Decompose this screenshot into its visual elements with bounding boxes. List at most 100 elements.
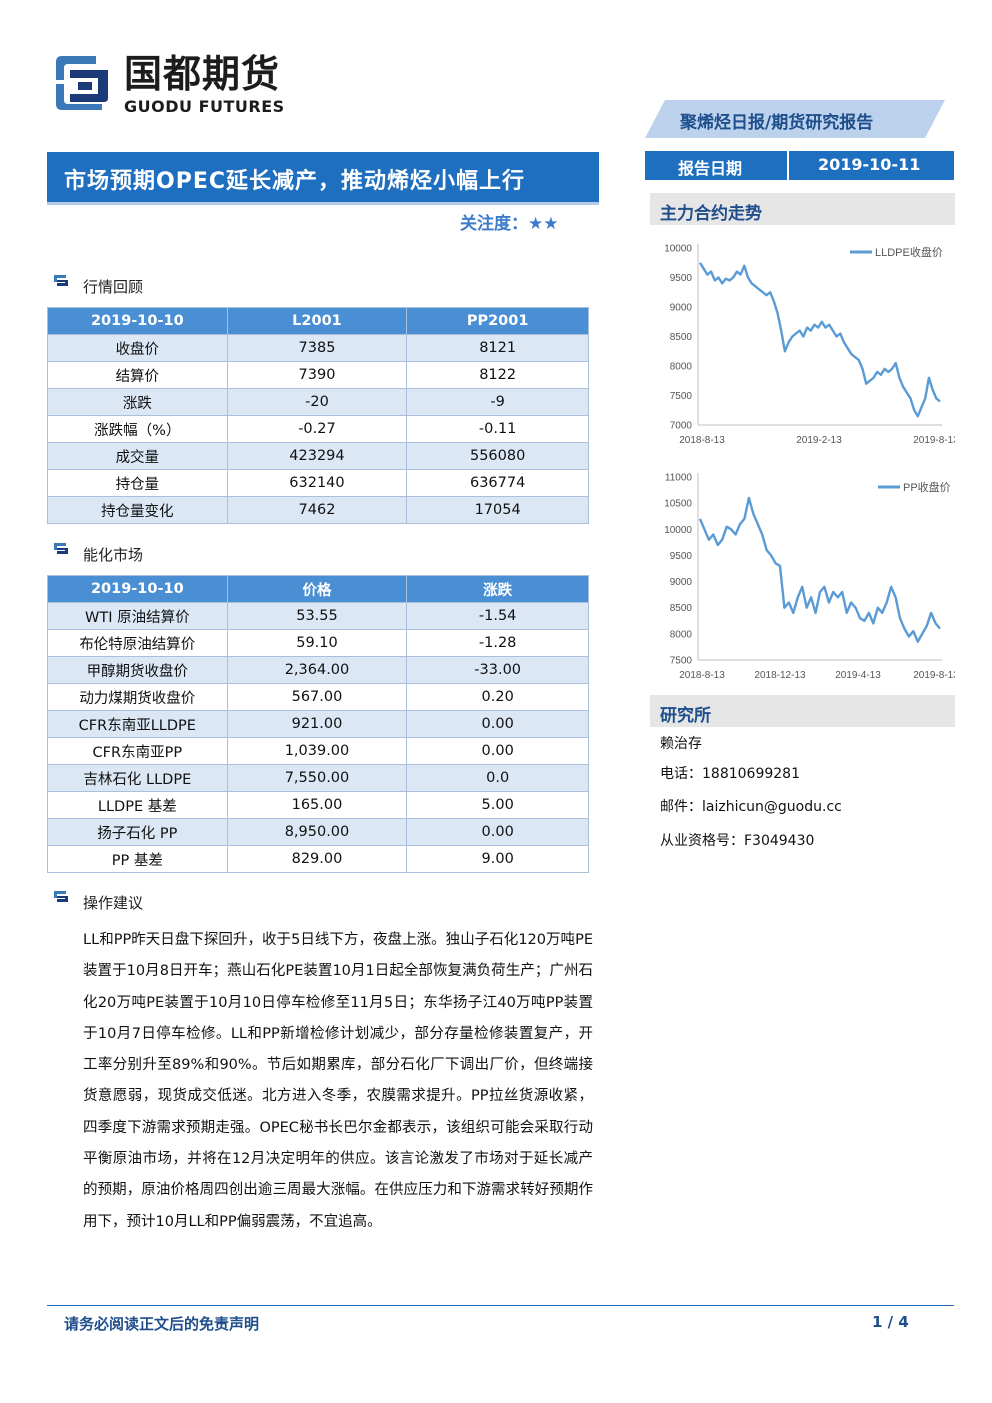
- cell-value: 556080: [406, 442, 589, 470]
- cell-value: 567.00: [226, 683, 408, 711]
- table-row: 成交量 423294 556080: [47, 442, 589, 470]
- cell-value: -9: [406, 388, 589, 416]
- row-label: 成交量: [47, 442, 228, 470]
- y-tick-label: 7500: [670, 391, 693, 402]
- row-label: 收盘价: [47, 334, 228, 362]
- table-row: 涨跌 -20 -9: [47, 388, 589, 416]
- cell-value: 0.00: [406, 737, 589, 765]
- table-row: 吉林石化 LLDPE 7,550.00 0.0: [47, 764, 589, 792]
- chemical-market-table: 2019-10-10 价格 涨跌 WTI 原油结算价 53.55 -1.54 布伦特…: [47, 575, 589, 873]
- cell-value: -20: [226, 388, 408, 416]
- row-label: 持仓量: [47, 469, 228, 497]
- x-tick-label: 2019-4-13: [835, 670, 881, 681]
- section-title-advice: 操作建议: [83, 894, 144, 912]
- attention-rating: 关注度：★★: [460, 214, 559, 234]
- cell-value: 636774: [406, 469, 589, 497]
- y-tick-label: 11000: [665, 473, 693, 484]
- research-section-header: [650, 695, 955, 727]
- section-title-market-review: 行情回顾: [83, 278, 144, 296]
- cell-value: 9.00: [406, 845, 589, 873]
- y-tick-label: 7000: [670, 421, 693, 432]
- analyst-phone: 电话：18810699281: [660, 766, 800, 782]
- cell-value: 0.00: [406, 818, 589, 846]
- cell-value: -33.00: [406, 656, 589, 684]
- analyst-name: 赖治存: [660, 736, 702, 752]
- cell-value: 7390: [226, 361, 408, 389]
- y-tick-label: 10000: [664, 244, 692, 255]
- report-date-label-bg: [645, 151, 787, 180]
- table-row: PP 基差 829.00 9.00: [47, 845, 589, 873]
- cell-value: 7385: [226, 334, 408, 362]
- cell-value: 8122: [406, 361, 589, 389]
- y-tick-label: 8000: [670, 629, 693, 640]
- section-title-chemical-market: 能化市场: [83, 546, 144, 564]
- cell-value: 5.00: [406, 791, 589, 819]
- table-header-row: 2019-10-10 价格 涨跌: [47, 575, 589, 603]
- row-label: WTI 原油结算价: [47, 602, 228, 630]
- y-tick-label: 9500: [670, 273, 693, 284]
- title-bar: [47, 152, 599, 202]
- cell-value: -1.28: [406, 629, 589, 657]
- cell-value: 0.20: [406, 683, 589, 711]
- report-type-banner: [645, 100, 945, 138]
- y-tick-label: 8500: [670, 332, 693, 343]
- row-label: 持仓量变化: [47, 496, 228, 524]
- title-underline: [47, 202, 599, 205]
- series-line: [698, 496, 941, 643]
- chart-section-title: 主力合约走势: [660, 204, 762, 224]
- header-cell: 2019-10-10: [47, 575, 228, 603]
- row-label: CFR东南亚LLDPE: [47, 710, 228, 738]
- table-row: LLDPE 基差 165.00 5.00: [47, 791, 589, 819]
- table-row: 结算价 7390 8122: [47, 361, 589, 389]
- x-tick-label: 2019-8-13: [913, 435, 955, 446]
- y-tick-label: 8500: [670, 603, 693, 614]
- table-row: CFR东南亚PP 1,039.00 0.00: [47, 737, 589, 765]
- analyst-email[interactable]: 邮件：laizhicun@guodu.cc: [660, 799, 842, 815]
- pp-price-chart: 7500 8000 8500 9000 9500 10000 10500 11000 2018-…: [664, 473, 955, 682]
- lldpe-price-chart: 7000 7500 8000 8500 9000 9500 10000 2018-8-13 20…: [664, 244, 955, 447]
- section-bullet-icon: [54, 275, 68, 286]
- series-line: [698, 262, 941, 418]
- row-label: 甲醇期货收盘价: [47, 656, 228, 684]
- table-row: 持仓量 632140 636774: [47, 469, 589, 497]
- row-label: 布伦特原油结算价: [47, 629, 228, 657]
- table-row: CFR东南亚LLDPE 921.00 0.00: [47, 710, 589, 738]
- report-date-label: 报告日期: [678, 159, 743, 178]
- x-tick-label: 2018-8-13: [679, 435, 725, 446]
- cell-value: 0.00: [406, 710, 589, 738]
- page-number: 1 / 4: [872, 1313, 909, 1331]
- cell-value: -0.27: [226, 415, 408, 443]
- header-cell: 价格: [226, 575, 408, 603]
- y-tick-label: 9000: [670, 577, 693, 588]
- legend-label: PP收盘价: [903, 480, 951, 494]
- row-label: CFR东南亚PP: [47, 737, 228, 765]
- table-row: 布伦特原油结算价 59.10 -1.28: [47, 629, 589, 657]
- cell-value: 632140: [226, 469, 408, 497]
- y-tick-label: 7500: [670, 656, 693, 667]
- chart-section-header: [650, 193, 955, 225]
- cell-value: 8121: [406, 334, 589, 362]
- y-tick-label: 9000: [670, 303, 693, 314]
- cell-value: 17054: [406, 496, 589, 524]
- table-row: 涨跌幅（%） -0.27 -0.11: [47, 415, 589, 443]
- table-row: WTI 原油结算价 53.55 -1.54: [47, 602, 589, 630]
- disclaimer-link[interactable]: 请务必阅读正文后的免责声明: [64, 1315, 260, 1333]
- row-label: 涨跌: [47, 388, 228, 416]
- legend-label: LLDPE收盘价: [875, 245, 943, 259]
- row-label: 动力煤期货收盘价: [47, 683, 228, 711]
- cell-value: 8,950.00: [226, 818, 408, 846]
- y-tick-label: 10000: [664, 525, 692, 536]
- cell-value: 1,039.00: [226, 737, 408, 765]
- row-label: 涨跌幅（%）: [47, 415, 228, 443]
- section-bullet-icon: [54, 543, 68, 554]
- footer-divider: [47, 1305, 954, 1306]
- x-tick-label: 2019-8-13: [913, 670, 955, 681]
- row-label: 吉林石化 LLDPE: [47, 764, 228, 792]
- table-row: 持仓量变化 7462 17054: [47, 496, 589, 524]
- y-tick-label: 8000: [670, 362, 693, 373]
- brand-name-en: GUODU FUTURES: [124, 97, 285, 116]
- guodu-logo-icon: [56, 56, 108, 110]
- x-tick-label: 2018-12-13: [754, 670, 806, 681]
- report-date-value: 2019-10-11: [818, 155, 921, 174]
- header-cell: L2001: [226, 307, 408, 335]
